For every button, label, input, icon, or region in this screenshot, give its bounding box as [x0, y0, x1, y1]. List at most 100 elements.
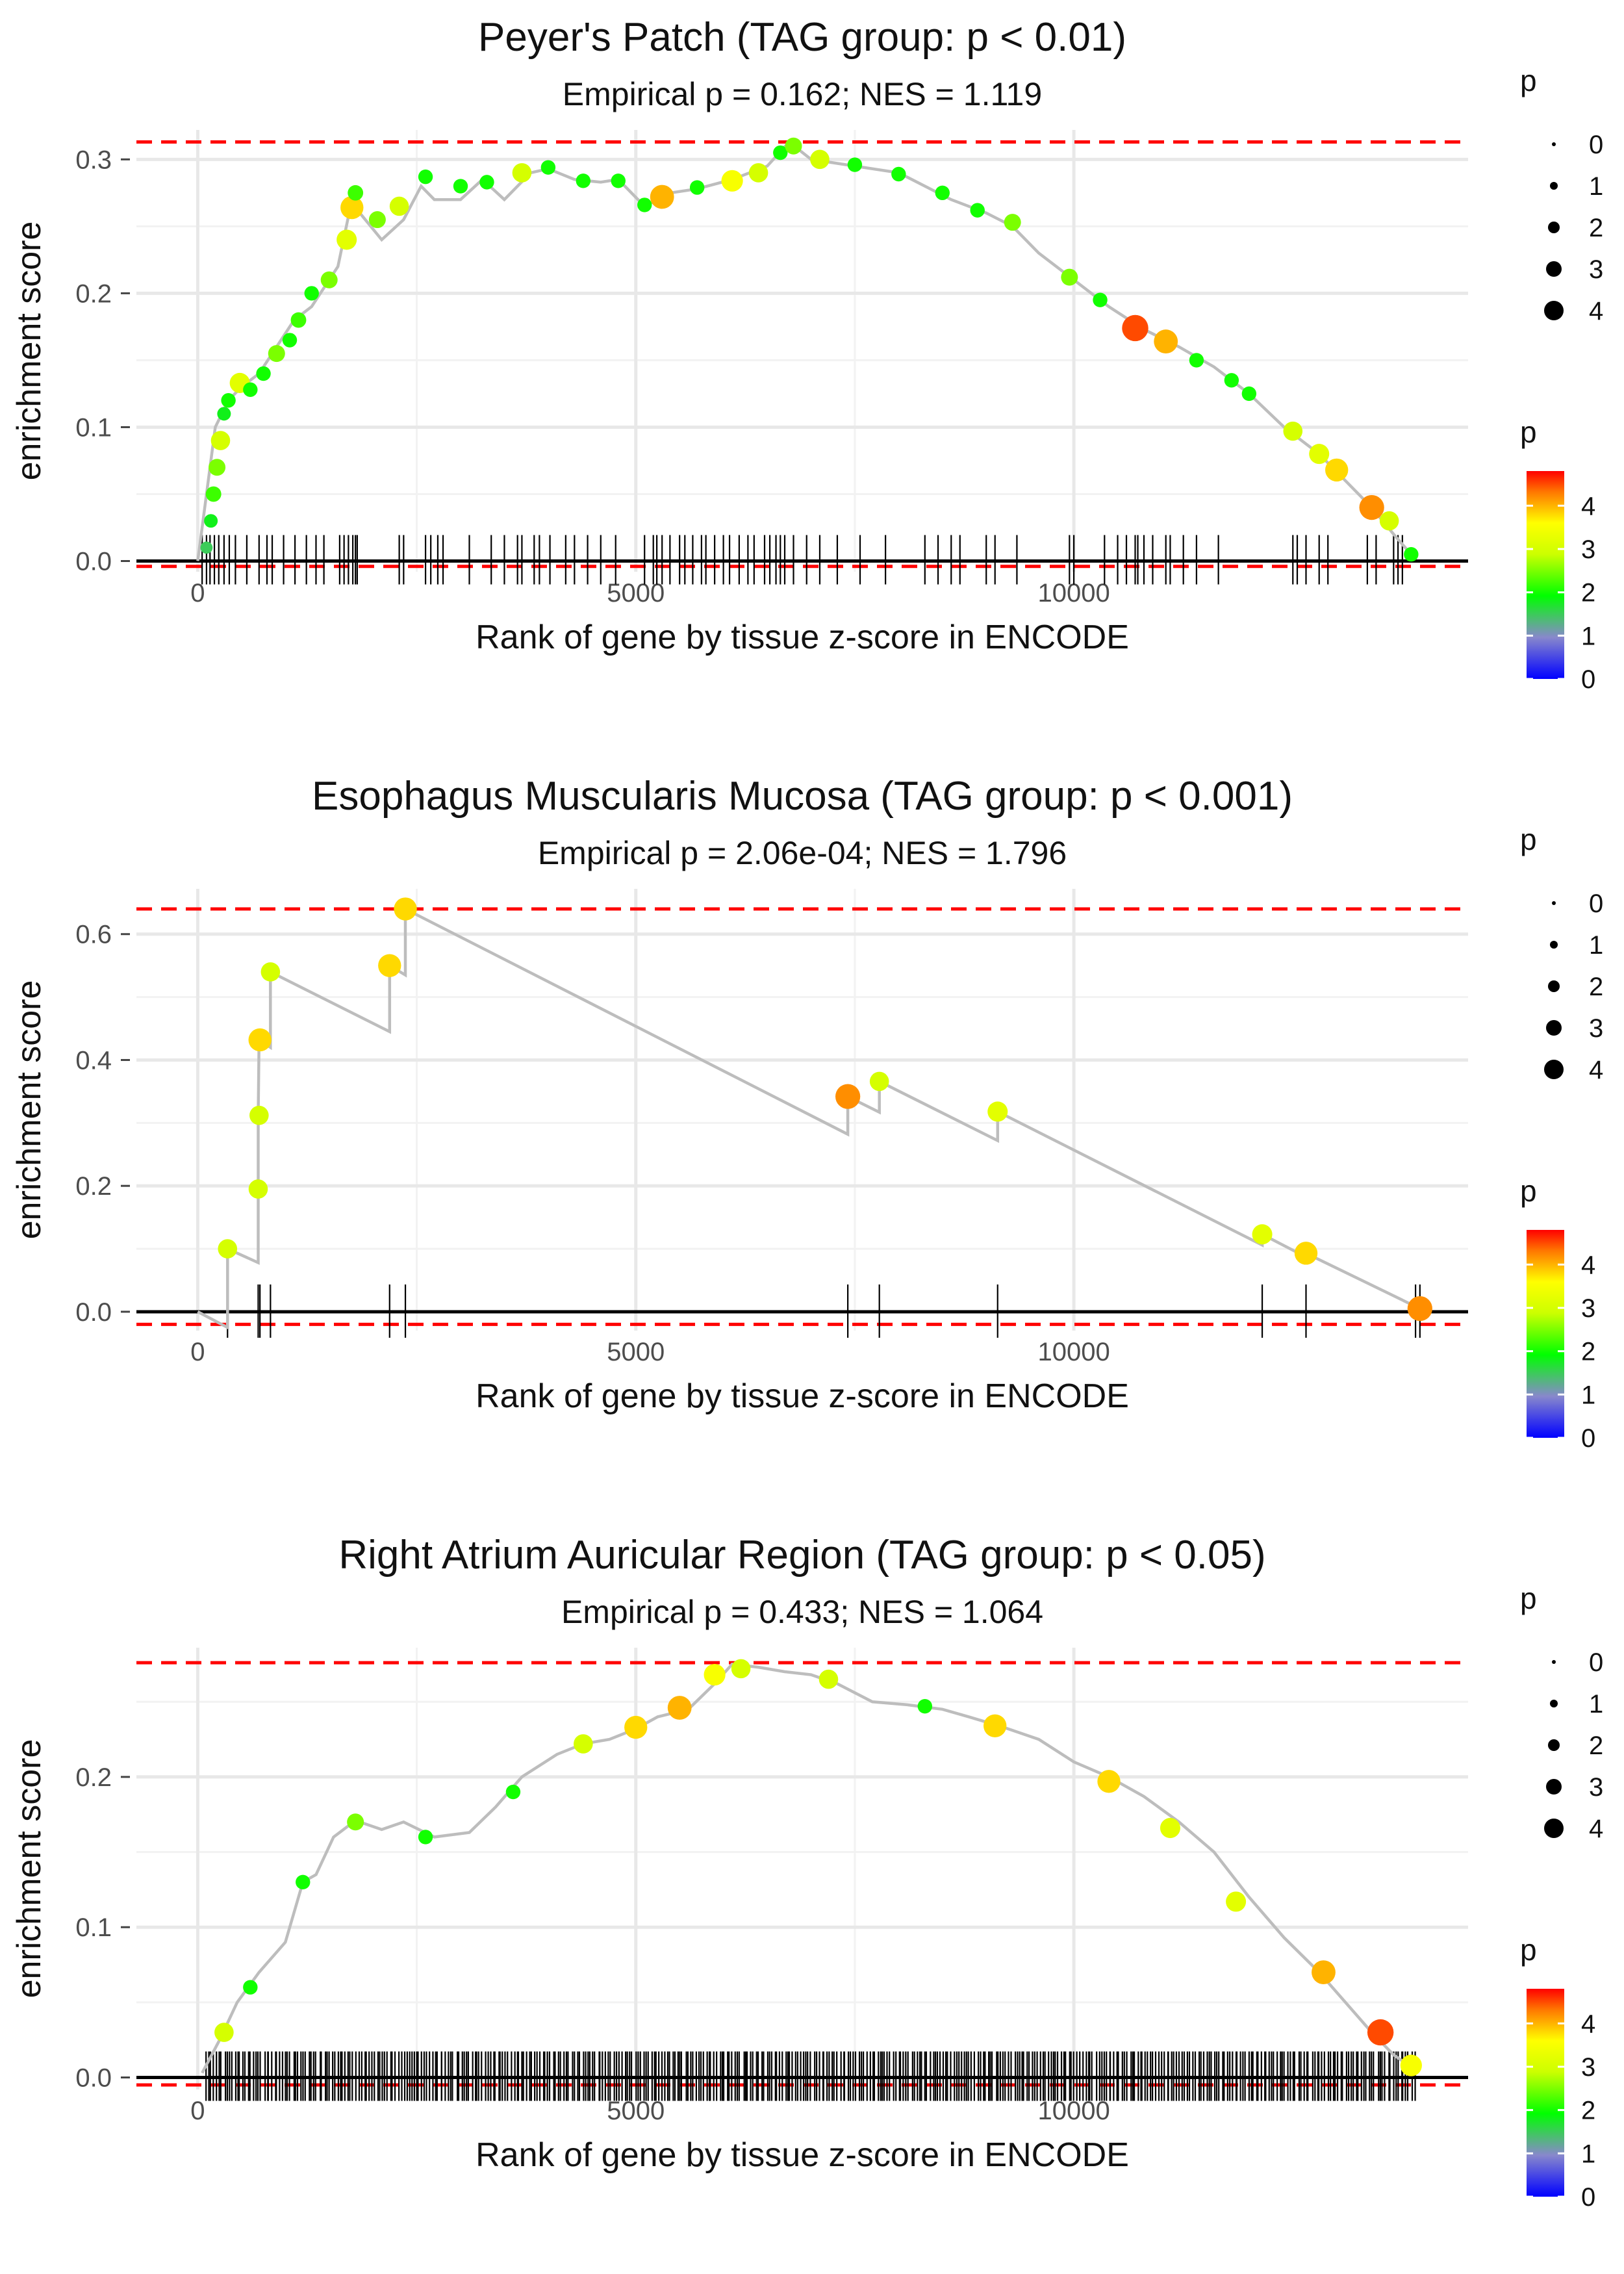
size-legend-label: 4: [1589, 1815, 1603, 1843]
chart-subtitle: Empirical p = 2.06e-04; NES = 1.796: [538, 835, 1067, 871]
enrichment-point: [1226, 1891, 1247, 1912]
color-bar-label: 1: [1581, 1381, 1595, 1409]
enrichment-point: [689, 180, 705, 195]
x-tick-label: 5000: [607, 2097, 665, 2125]
color-bar: [1527, 471, 1564, 679]
enrichment-point: [248, 1179, 268, 1199]
enrichment-point: [260, 962, 281, 982]
enrichment-point: [1400, 2054, 1422, 2076]
color-bar-label: 3: [1581, 1294, 1595, 1323]
color-bar-label: 0: [1581, 2183, 1595, 2212]
size-legend-dot: [1550, 1700, 1558, 1707]
size-legend-dot: [1548, 1739, 1560, 1751]
size-legend-dot: [1544, 1819, 1564, 1838]
enrichment-point: [983, 1714, 1007, 1737]
enrichment-point: [336, 229, 357, 250]
size-legend-dot: [1550, 182, 1558, 190]
size-legend-label: 0: [1589, 889, 1603, 918]
enrichment-point: [204, 514, 218, 528]
enrichment-point: [214, 2023, 234, 2042]
enrichment-point: [1404, 547, 1419, 562]
x-tick-label: 10000: [1037, 2097, 1110, 2125]
enrichment-curve: [201, 1663, 1412, 2074]
enrichment-point: [810, 149, 830, 170]
enrichment-point: [1154, 329, 1178, 353]
size-legend-label: 0: [1589, 131, 1603, 159]
size-legend-dot: [1546, 1020, 1562, 1036]
enrichment-point: [731, 1659, 751, 1679]
size-legend-title: p: [1520, 1581, 1537, 1615]
size-legend-label: 2: [1589, 1731, 1603, 1760]
y-tick-label: 0.1: [75, 413, 112, 442]
x-tick-label: 0: [190, 2097, 205, 2125]
color-bar-label: 1: [1581, 2140, 1595, 2168]
x-tick-label: 0: [190, 1338, 205, 1366]
color-bar-label: 0: [1581, 665, 1595, 694]
enrichment-point: [453, 179, 468, 194]
chart-title: Right Atrium Auricular Region (TAG group…: [338, 1533, 1265, 1578]
size-legend-label: 4: [1589, 1056, 1603, 1084]
y-axis-title: enrichment score: [10, 222, 48, 481]
y-tick-label: 0.2: [75, 1172, 112, 1201]
size-legend-dot: [1552, 901, 1556, 905]
y-tick-label: 0.3: [75, 146, 112, 174]
enrichment-point: [221, 393, 236, 408]
y-tick-label: 0.0: [75, 2063, 112, 2092]
enrichment-point: [296, 1874, 311, 1890]
enrichment-point: [200, 541, 213, 554]
panel-3: Right Atrium Auricular Region (TAG group…: [10, 1533, 1603, 2212]
panel-1: Peyer's Patch (TAG group: p < 0.01) Empir…: [10, 15, 1603, 694]
enrichment-point: [205, 486, 222, 502]
color-bar-label: 1: [1581, 622, 1595, 650]
enrichment-point: [624, 1715, 648, 1739]
y-tick-label: 0.0: [75, 1298, 112, 1327]
y-tick-label: 0.1: [75, 1913, 112, 1942]
size-legend-dot: [1552, 142, 1556, 146]
x-axis-title: Rank of gene by tissue z-score in ENCODE: [476, 619, 1129, 656]
color-legend-title: p: [1520, 1174, 1537, 1208]
enrichment-point: [243, 1980, 258, 1995]
enrichment-point: [418, 169, 433, 185]
enrichment-point: [368, 211, 386, 229]
enrichment-point: [704, 1664, 726, 1686]
x-tick-label: 10000: [1037, 1338, 1110, 1366]
enrichment-point: [394, 897, 417, 921]
size-legend-label: 1: [1589, 172, 1603, 201]
color-legend-title: p: [1520, 1933, 1537, 1967]
enrichment-point: [249, 1105, 269, 1125]
enrichment-point: [209, 459, 226, 476]
enrichment-point: [1224, 373, 1239, 388]
color-bar-label: 3: [1581, 2053, 1595, 2082]
size-legend-label: 1: [1589, 1690, 1603, 1718]
enrichment-point: [721, 170, 743, 192]
enrichment-point: [835, 1084, 861, 1109]
enrichment-point: [785, 137, 802, 155]
size-legend-dot: [1548, 980, 1560, 992]
enrichment-point: [1189, 353, 1204, 368]
chart-subtitle: Empirical p = 0.433; NES = 1.064: [561, 1594, 1043, 1630]
enrichment-point: [347, 1813, 364, 1831]
size-legend-dot: [1550, 941, 1558, 949]
enrichment-point: [1359, 494, 1384, 520]
size-legend-label: 0: [1589, 1648, 1603, 1677]
size-legend-dot: [1544, 1060, 1564, 1079]
enrichment-point: [290, 312, 307, 328]
size-legend-label: 2: [1589, 973, 1603, 1001]
color-bar-label: 2: [1581, 1338, 1595, 1366]
size-legend-title: p: [1520, 64, 1537, 97]
enrichment-point: [1252, 1224, 1273, 1245]
size-legend-label: 1: [1589, 931, 1603, 960]
enrichment-point: [1325, 458, 1349, 482]
enrichment-point: [869, 1071, 889, 1092]
enrichment-point: [243, 382, 258, 397]
enrichment-curve: [196, 140, 1412, 561]
color-bar: [1527, 1230, 1564, 1438]
enrichment-point: [320, 271, 338, 288]
color-bar-label: 2: [1581, 2097, 1595, 2125]
x-axis-title: Rank of gene by tissue z-score in ENCODE: [476, 1377, 1129, 1415]
enrichment-point: [378, 954, 401, 977]
size-legend-dot: [1546, 261, 1562, 277]
enrichment-point: [268, 345, 285, 363]
enrichment-point: [1312, 1960, 1336, 1984]
